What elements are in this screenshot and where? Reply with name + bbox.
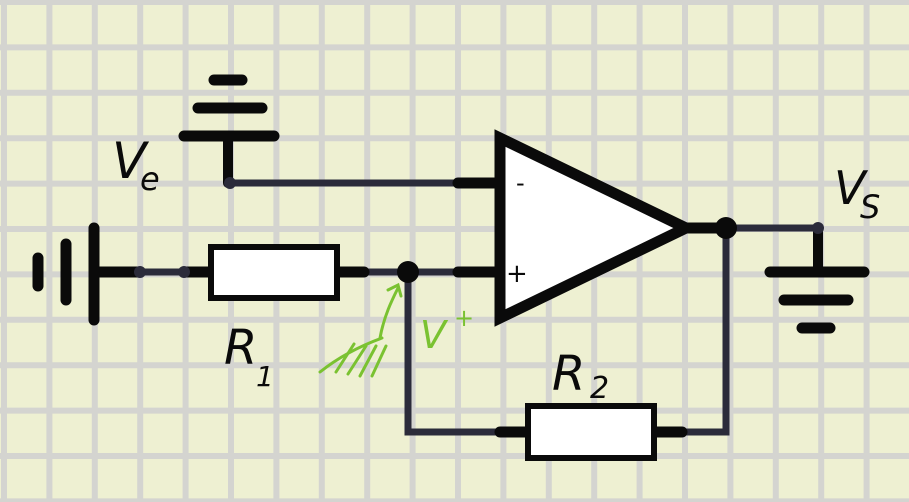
r2-subscript: 2 bbox=[590, 371, 609, 406]
resistor-r2-icon bbox=[494, 403, 688, 461]
opamp-triangle-icon bbox=[452, 129, 732, 327]
vplus-junction-node bbox=[397, 261, 419, 283]
r1-label: R bbox=[224, 320, 257, 376]
plus-input-label: + bbox=[506, 259, 528, 289]
ve-label: V bbox=[112, 132, 150, 190]
minus-input-label: - bbox=[516, 169, 525, 197]
wire-r2-to-output bbox=[678, 224, 730, 436]
vs-node bbox=[812, 222, 824, 234]
output-ground-symbol-icon bbox=[764, 223, 870, 334]
vplus-superscript: + bbox=[454, 304, 474, 332]
wire-vplus-to-r2 bbox=[404, 268, 504, 436]
vplus-label: V bbox=[420, 313, 449, 357]
ve-subscript: e bbox=[140, 160, 160, 198]
battery-node bbox=[134, 266, 146, 278]
r2-label: R bbox=[552, 346, 585, 402]
vs-subscript: S bbox=[860, 188, 880, 226]
wires bbox=[136, 179, 822, 436]
resistor-r1-icon bbox=[178, 244, 370, 301]
vs-label: V bbox=[834, 161, 869, 215]
ground-symbol-icon bbox=[178, 74, 280, 188]
ve-node bbox=[224, 177, 236, 189]
r1-subscript: 1 bbox=[256, 360, 274, 393]
output-junction-node bbox=[715, 217, 737, 239]
r1-left-node bbox=[178, 266, 190, 278]
hatch-mark-icon bbox=[318, 282, 403, 378]
battery-icon bbox=[32, 222, 146, 326]
